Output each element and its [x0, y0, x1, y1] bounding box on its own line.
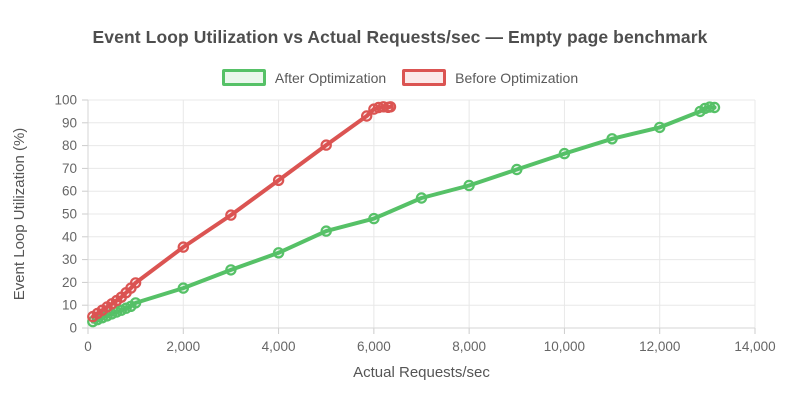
- y-tick-label: 50: [62, 207, 77, 222]
- x-tick-label: 10,000: [544, 339, 585, 354]
- legend-item-before-optimization[interactable]: Before Optimization: [402, 69, 578, 86]
- data-point-after-optimization[interactable]: [511, 163, 523, 176]
- x-tick-label: 8,000: [452, 339, 486, 354]
- data-point-after-optimization[interactable]: [558, 147, 571, 160]
- data-point-before-optimization[interactable]: [384, 101, 397, 113]
- y-tick-label: 70: [62, 161, 77, 176]
- y-tick-label: 20: [62, 275, 77, 290]
- data-point-before-optimization[interactable]: [129, 277, 142, 289]
- x-tick-label: 0: [84, 339, 92, 354]
- data-point-after-optimization[interactable]: [708, 101, 721, 114]
- x-tick-label: 4,000: [262, 339, 296, 354]
- data-point-after-optimization[interactable]: [129, 297, 142, 309]
- data-point-after-optimization[interactable]: [415, 192, 428, 204]
- y-tick-label: 10: [62, 298, 77, 313]
- data-point-after-optimization[interactable]: [272, 247, 285, 259]
- y-tick-label: 80: [62, 138, 77, 153]
- legend-item-after-optimization[interactable]: After Optimization: [221, 69, 387, 86]
- y-tick-label: 0: [69, 321, 77, 336]
- legend-label-before-optimization: Before Optimization: [455, 69, 579, 86]
- legend-label-after-optimization: After Optimization: [274, 69, 387, 86]
- chart-legend: After Optimization Before Optimization: [0, 69, 800, 86]
- legend-swatch-before-optimization: [402, 69, 447, 86]
- data-point-after-optimization[interactable]: [654, 121, 666, 134]
- y-tick-label: 30: [62, 252, 77, 267]
- y-tick-label: 40: [62, 229, 77, 244]
- x-tick-label: 14,000: [734, 339, 775, 354]
- x-axis-title: Actual Requests/sec: [353, 364, 490, 381]
- data-point-after-optimization[interactable]: [320, 225, 332, 237]
- x-tick-label: 2,000: [166, 339, 200, 354]
- x-tick-label: 12,000: [639, 339, 680, 354]
- chart-title: Event Loop Utilization vs Actual Request…: [92, 27, 708, 47]
- data-point-before-optimization[interactable]: [272, 174, 285, 186]
- y-axis-title: Event Loop Utilization (%): [11, 128, 28, 301]
- data-point-before-optimization[interactable]: [225, 209, 237, 221]
- y-tick-label: 90: [62, 115, 77, 130]
- data-point-before-optimization[interactable]: [320, 139, 332, 151]
- legend-swatch-after-optimization: [221, 69, 266, 86]
- data-point-after-optimization[interactable]: [177, 282, 189, 294]
- data-point-after-optimization[interactable]: [225, 264, 237, 276]
- y-tick-label: 100: [54, 93, 77, 108]
- data-point-after-optimization[interactable]: [606, 133, 618, 145]
- x-tick-label: 6,000: [357, 339, 391, 354]
- y-tick-label: 60: [62, 184, 77, 199]
- data-point-before-optimization[interactable]: [177, 241, 189, 253]
- data-point-after-optimization[interactable]: [463, 179, 475, 192]
- data-point-after-optimization[interactable]: [368, 212, 380, 225]
- data-point-before-optimization[interactable]: [361, 110, 373, 122]
